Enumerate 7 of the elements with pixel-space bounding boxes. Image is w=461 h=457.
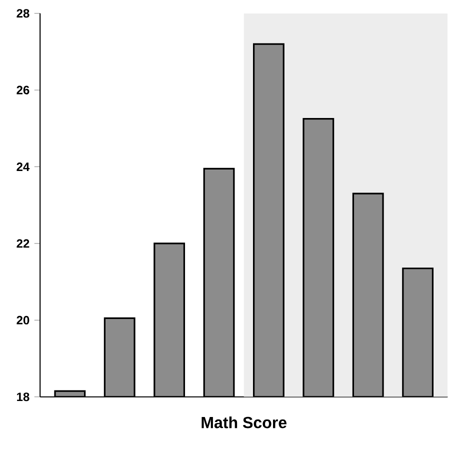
y-tick-label: 26 <box>16 86 30 94</box>
x-axis-title: Math Score <box>202 416 287 428</box>
y-tick-label: 18 <box>17 392 30 402</box>
y-tick-label: 24 <box>16 162 30 171</box>
y-tick-label: 20 <box>16 316 30 324</box>
y-tick-label: 28 <box>16 9 30 18</box>
y-tick-label: 22 <box>16 239 30 248</box>
